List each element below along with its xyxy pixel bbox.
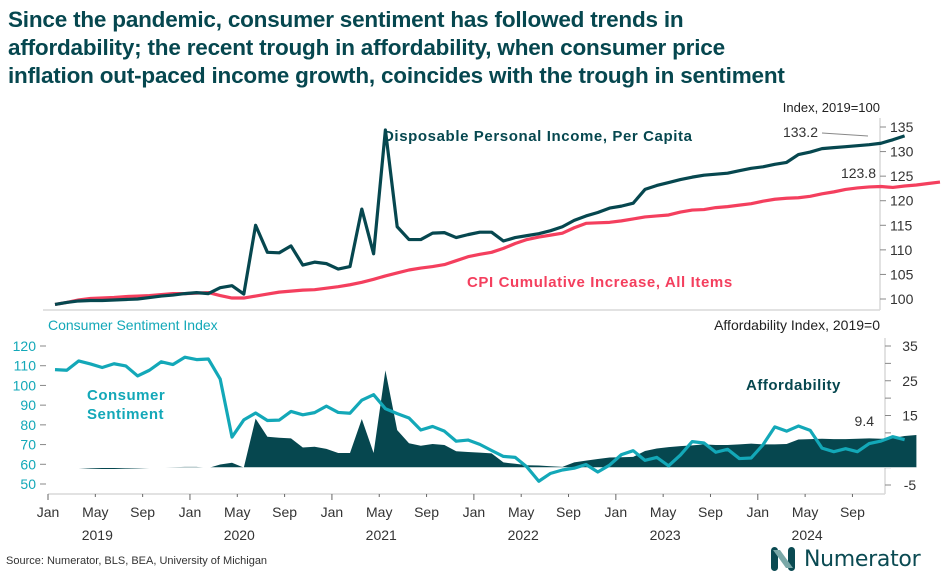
top-panel: Index, 2019=100 100 105 110 115 120 125 130 135…	[43, 100, 941, 311]
title-line-1: Since the pandemic, consumer sentiment h…	[8, 7, 684, 32]
sentiment-ytick-label: 100	[13, 377, 37, 393]
x-month-label: Sep	[556, 504, 581, 520]
top-ytick-label: 135	[890, 119, 914, 135]
x-month-label: Jan	[37, 504, 60, 520]
x-month-label: Sep	[840, 504, 865, 520]
sentiment-ytick-label: 110	[14, 358, 37, 374]
x-axis: Jan May Sep Jan May Sep Jan May Sep Jan May Sep Jan M…	[37, 494, 865, 543]
x-month-label: Sep	[130, 504, 155, 520]
affordability-end-label: 9.4	[855, 413, 875, 429]
sentiment-ytick-label: 120	[13, 338, 37, 354]
affordability-annotation: Affordability	[746, 377, 841, 394]
x-month-label: Sep	[272, 504, 297, 520]
numerator-logo: Numerator	[770, 546, 921, 572]
income-annotation: Disposable Personal Income, Per Capita	[383, 128, 693, 145]
x-month-label: Sep	[414, 504, 439, 520]
x-month-label: Jan	[463, 504, 486, 520]
top-ytick-label: 105	[890, 266, 914, 282]
top-ylabel: Index, 2019=100	[783, 100, 880, 115]
x-month-label: May	[224, 504, 250, 520]
x-year-label: 2024	[792, 527, 823, 543]
title-line-3: inflation out-paced income growth, coinc…	[8, 63, 785, 88]
income-end-leader	[821, 132, 869, 137]
x-year-label: 2023	[650, 527, 681, 543]
x-month-label: Jan	[747, 504, 770, 520]
affordability-ytick-label: 35	[902, 338, 918, 354]
sentiment-ytick-label: 50	[20, 476, 36, 492]
sentiment-ytick-label: 90	[20, 397, 36, 413]
sentiment-line	[54, 355, 905, 483]
cpi-end-label: 123.8	[841, 165, 876, 181]
x-year-label: 2019	[82, 527, 113, 543]
cpi-annotation: CPI Cumulative Increase, All Items	[467, 274, 733, 291]
source-note: Source: Numerator, BLS, BEA, University …	[6, 555, 268, 567]
numerator-logo-text: Numerator	[804, 546, 921, 572]
top-yticks: 100 105 110 115 120 125 130 135	[880, 119, 914, 307]
affordability-ytick-label: 15	[902, 408, 918, 424]
sentiment-ytick-label: 80	[20, 417, 36, 433]
income-end-label: 133.2	[783, 124, 818, 140]
bottom-marks	[54, 355, 917, 483]
sentiment-ytick-label: 60	[20, 456, 36, 472]
sentiment-annotation-1: Consumer	[87, 387, 165, 404]
affordability-yticks: -55152535	[885, 338, 918, 493]
top-ytick-label: 110	[890, 242, 913, 258]
top-ytick-label: 130	[890, 144, 914, 160]
top-ytick-label: 115	[890, 217, 913, 233]
x-year-label: 2020	[224, 527, 255, 543]
x-month-label: Jan	[605, 504, 628, 520]
x-month-label: May	[508, 504, 534, 520]
x-month-label: May	[82, 504, 108, 520]
affordability-ytick-label: 25	[902, 373, 918, 389]
top-lines	[54, 128, 941, 306]
x-month-label: Jan	[321, 504, 344, 520]
sentiment-yticks: 50 60 70 80 90 100 110 120	[13, 338, 46, 492]
chart-title: Since the pandemic, consumer sentiment h…	[8, 6, 938, 90]
top-ytick-label: 100	[890, 291, 914, 307]
sentiment-ytick-label: 70	[20, 437, 36, 453]
sentiment-axis-label: Consumer Sentiment Index	[48, 317, 218, 333]
x-month-label: Jan	[179, 504, 202, 520]
title-line-2: affordability; the recent trough in affo…	[8, 35, 725, 60]
bottom-panel: Consumer Sentiment Index Affordability I…	[13, 317, 918, 495]
income-line	[54, 128, 906, 306]
numerator-logo-icon	[771, 547, 795, 571]
affordability-area	[55, 370, 917, 470]
top-ytick-label: 125	[890, 168, 914, 184]
x-year-label: 2021	[366, 527, 397, 543]
x-year-label: 2022	[508, 527, 539, 543]
affordability-axis-label: Affordability Index, 2019=0	[714, 317, 880, 333]
affordability-ytick-label: -5	[904, 477, 917, 493]
x-month-label: Sep	[698, 504, 723, 520]
x-month-label: May	[792, 504, 818, 520]
sentiment-annotation-2: Sentiment	[87, 406, 164, 423]
x-month-label: May	[650, 504, 676, 520]
x-month-label: May	[366, 504, 392, 520]
top-ytick-label: 120	[890, 193, 914, 209]
